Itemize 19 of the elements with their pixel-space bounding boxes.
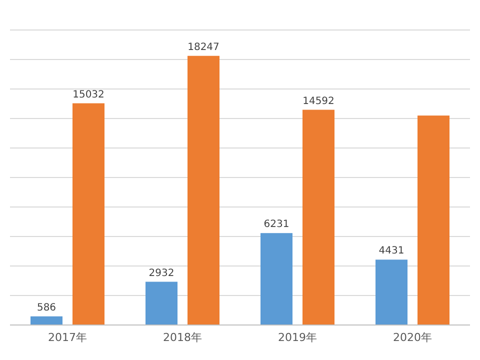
data-label: 18247 (188, 42, 220, 53)
data-label: 14592 (302, 96, 334, 107)
bar (146, 282, 178, 325)
data-label: 4431 (378, 246, 404, 257)
data-label: 6231 (264, 219, 290, 230)
bar (302, 110, 334, 325)
data-label: 15032 (72, 89, 104, 100)
bar (188, 56, 220, 325)
bar (376, 260, 408, 325)
bar (260, 233, 292, 325)
x-tick-label: 2018年 (163, 331, 202, 344)
x-tick-label: 2019年 (278, 331, 317, 344)
data-label: 586 (36, 302, 56, 314)
x-tick-label: 2020年 (393, 331, 432, 344)
bar (30, 316, 62, 325)
bar (418, 116, 450, 325)
x-tick-label: 2017年 (48, 331, 87, 344)
data-label: 2932 (148, 268, 174, 279)
bar (72, 103, 104, 325)
